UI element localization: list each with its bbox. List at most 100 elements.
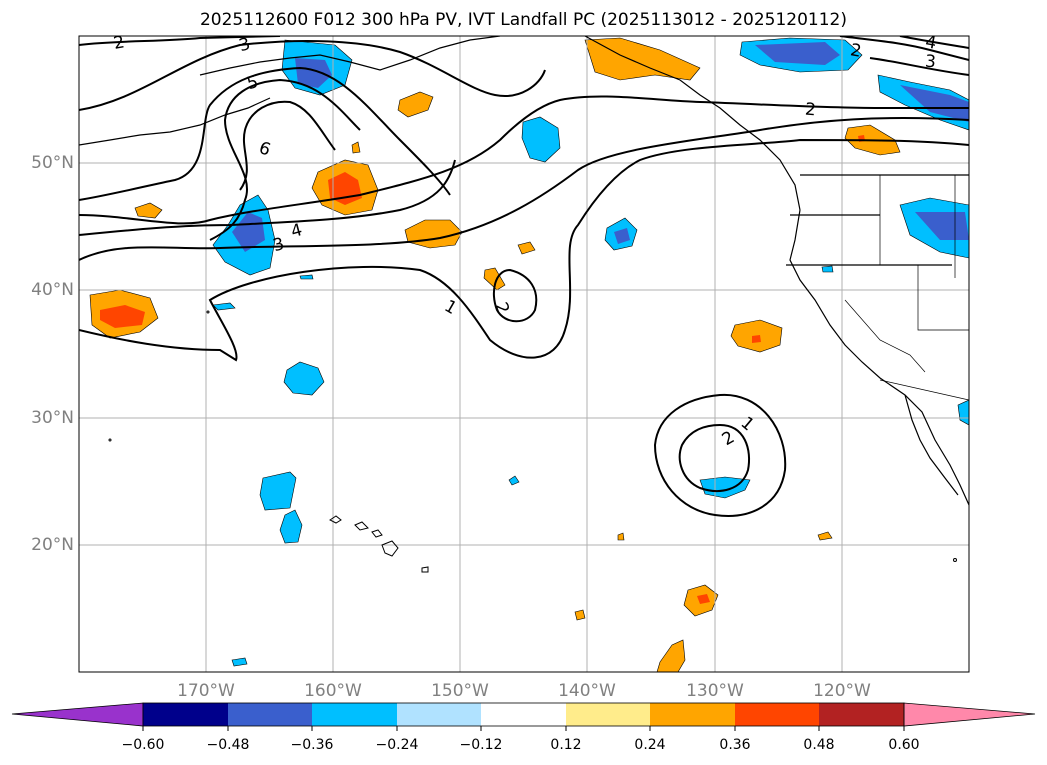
contour-label: 4 bbox=[924, 32, 938, 54]
contour-3-mid bbox=[79, 159, 456, 236]
lat-label-40n: 40°N bbox=[31, 280, 74, 300]
colorbar-label: −0.60 bbox=[121, 737, 165, 753]
lon-label-170w: 170°W bbox=[177, 681, 235, 701]
contour-label: 3 bbox=[924, 52, 937, 73]
orange-blob-west-coast-alaska bbox=[584, 37, 701, 81]
blue-blob-far-northeast-core bbox=[900, 85, 969, 122]
panhandle-coast bbox=[584, 36, 801, 211]
contour-label: 2 bbox=[112, 32, 126, 54]
colorbar bbox=[11, 702, 1036, 731]
orange-blob-mid-small-1 bbox=[483, 267, 506, 291]
island-dot-2 bbox=[206, 310, 210, 314]
contour-label: 3 bbox=[271, 234, 287, 256]
colorbar-extend-right bbox=[903, 702, 1036, 727]
lon-label-160w: 160°W bbox=[304, 681, 362, 701]
mexico-border bbox=[879, 379, 969, 401]
colorbar-label: −0.48 bbox=[206, 737, 250, 753]
island-small-south bbox=[421, 566, 429, 573]
contour-ne-4 bbox=[899, 36, 969, 49]
colorbar-label: 0.12 bbox=[550, 737, 582, 753]
lat-label-30n: 30°N bbox=[31, 408, 74, 428]
colorbar-segment bbox=[397, 703, 481, 726]
contour-label: 5 bbox=[245, 72, 261, 94]
colorbar-segment bbox=[481, 703, 566, 726]
contour-5-loop bbox=[209, 78, 361, 241]
colorbar-segment bbox=[228, 703, 312, 726]
blue-blob-coast-south bbox=[957, 399, 969, 426]
ca-nv-border bbox=[917, 265, 969, 331]
colorbar-segment bbox=[819, 703, 904, 726]
blue-blob-small-4 bbox=[821, 265, 834, 273]
lat-label-50n: 50°N bbox=[31, 153, 74, 173]
orange-blob-tiny-1 bbox=[574, 609, 586, 621]
blue-blob-northeast-core bbox=[755, 42, 840, 65]
blue-blob-small-5 bbox=[299, 274, 314, 280]
red-blob-offshore-ca-core bbox=[752, 335, 761, 343]
colorbar-segment bbox=[143, 703, 228, 726]
baja-peninsula bbox=[904, 394, 959, 496]
hawaii-island-3 bbox=[371, 529, 383, 538]
contour-2-north bbox=[79, 95, 969, 225]
hawaii-island-1 bbox=[329, 515, 342, 524]
contour-labels: 2 3 5 6 4 3 1 2 1 2 2 2 4 3 bbox=[112, 32, 938, 450]
contour-label: 2 bbox=[804, 100, 817, 121]
negative-anomaly-shading bbox=[212, 37, 969, 667]
contour-6-loop bbox=[239, 100, 336, 191]
colorbar-extend-left bbox=[11, 702, 144, 727]
blue-blob-hawaii-north bbox=[259, 471, 297, 511]
colorbar-label: 0.48 bbox=[803, 737, 835, 753]
alaska-coast bbox=[199, 36, 501, 76]
blue-blob-dateline-north-core bbox=[232, 212, 265, 252]
ca-az-line bbox=[844, 299, 926, 373]
blue-blob-pnw-core bbox=[915, 212, 969, 240]
blue-blob-small-1 bbox=[212, 302, 236, 311]
blue-blob-central-pacific bbox=[521, 116, 561, 163]
island-dot-3 bbox=[953, 558, 957, 562]
contour-1-south-loop bbox=[653, 393, 787, 517]
contour-1-north bbox=[79, 117, 969, 261]
contour-label: 3 bbox=[237, 34, 253, 56]
islands bbox=[108, 310, 957, 573]
graticule bbox=[79, 36, 969, 672]
red-blob-far-west-core bbox=[100, 305, 145, 328]
colorbar-label: 0.60 bbox=[888, 737, 920, 753]
red-blob-south-1-core bbox=[697, 594, 710, 604]
contour-4-loop bbox=[79, 66, 451, 201]
colorbar-segment bbox=[650, 703, 735, 726]
blue-blob-small-2 bbox=[231, 657, 248, 667]
north-america-west-coast bbox=[789, 209, 969, 506]
contour-label: 6 bbox=[256, 138, 273, 160]
colorbar-label: 0.24 bbox=[634, 737, 666, 753]
colorbar-segment bbox=[312, 703, 397, 726]
orange-blob-tiny-4 bbox=[351, 141, 361, 154]
orange-blob-tiny-3 bbox=[817, 531, 833, 541]
hawaii-island-4 bbox=[381, 540, 399, 557]
orange-blob-south-2 bbox=[656, 639, 686, 672]
contour-ne-2 bbox=[839, 36, 969, 61]
orange-blob-northwest-small bbox=[134, 202, 163, 219]
orange-blob-tiny-2 bbox=[617, 532, 625, 541]
orange-blob-small-north bbox=[397, 91, 434, 118]
contour-2-south-loop bbox=[678, 423, 750, 492]
contour-label: 2 bbox=[719, 427, 738, 450]
map-title: 2025112600 F012 300 hPa PV, IVT Landfall… bbox=[199, 10, 847, 30]
coastlines bbox=[79, 36, 969, 506]
contour-1-south bbox=[79, 138, 969, 362]
colorbar-segment bbox=[566, 703, 650, 726]
map-layers: 2 3 5 6 4 3 1 2 1 2 2 2 4 3 bbox=[79, 32, 969, 672]
contour-2-far-north bbox=[79, 36, 281, 46]
contour-label: 1 bbox=[441, 296, 460, 319]
plot-frame bbox=[78, 35, 970, 673]
colorbar-label: −0.24 bbox=[375, 737, 419, 753]
colorbar-label: 0.36 bbox=[719, 737, 751, 753]
island-dot-1 bbox=[108, 438, 112, 442]
positive-anomaly-shading bbox=[89, 37, 901, 672]
blue-blob-subtropical-west bbox=[283, 361, 325, 396]
lon-label-130w: 130°W bbox=[686, 681, 744, 701]
orange-blob-mid-small-2 bbox=[517, 241, 536, 255]
colorbar-label: −0.12 bbox=[459, 737, 503, 753]
blue-blob-small-3 bbox=[508, 475, 520, 486]
contour-label: 4 bbox=[289, 220, 305, 242]
lon-label-150w: 150°W bbox=[431, 681, 489, 701]
